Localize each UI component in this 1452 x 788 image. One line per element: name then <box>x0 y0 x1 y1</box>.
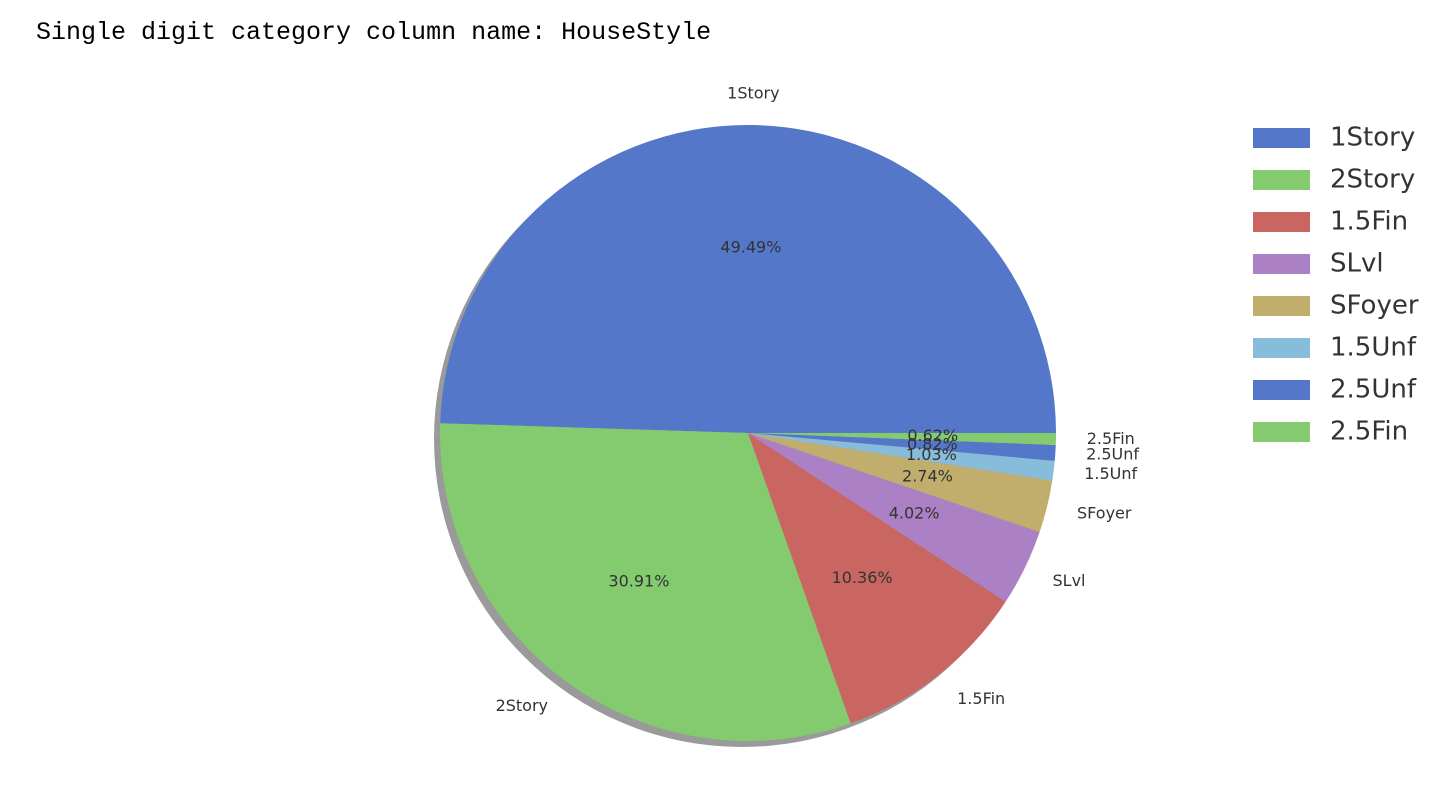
legend-entry-1story: 1Story <box>1330 123 1415 153</box>
slice-label-2-5unf: 2.5Unf <box>1086 444 1139 463</box>
percent-label-slvl: 4.02% <box>889 503 940 522</box>
slice-label-1-5fin: 1.5Fin <box>957 689 1005 708</box>
slice-label-sfoyer: SFoyer <box>1077 503 1132 522</box>
legend-entry-1-5fin: 1.5Fin <box>1330 207 1408 237</box>
legend-swatch-2story <box>1253 170 1310 190</box>
pie-slice-2-5unf <box>748 433 1056 461</box>
slice-label-1-5unf: 1.5Unf <box>1084 464 1137 483</box>
slice-label-slvl: SLvl <box>1053 571 1086 590</box>
legend-swatch-2-5fin <box>1253 422 1310 442</box>
percent-label-2-5fin: 0.62% <box>907 426 958 445</box>
pie-slice-1-5fin <box>748 433 1006 724</box>
slice-label-2-5fin: 2.5Fin <box>1087 429 1135 448</box>
legend-swatch-1story <box>1253 128 1310 148</box>
legend-swatch-1-5unf <box>1253 338 1310 358</box>
legend-entry-sfoyer: SFoyer <box>1330 291 1419 321</box>
slice-labels: 1Story 2Story 1.5Fin SLvl SFoyer 1.5Unf2.5Unf… <box>496 84 1140 715</box>
pie-slice-slvl <box>748 433 1040 602</box>
pie-slice-sfoyer <box>748 433 1053 533</box>
percent-label-1story: 49.49% <box>720 238 781 257</box>
legend-entry-2-5unf: 2.5Unf <box>1330 375 1417 405</box>
percent-label-2-5unf: 0.82% <box>907 434 958 453</box>
legend-entry-2-5fin: 2.5Fin <box>1330 417 1408 447</box>
percent-label-1-5fin: 10.36% <box>832 568 893 587</box>
pie-slice-2story <box>440 423 851 741</box>
percent-label-2story: 30.91% <box>608 572 669 591</box>
output-caption: Single digit category column name: House… <box>36 18 712 47</box>
percent-label-1-5unf: 1.03% <box>906 445 957 464</box>
legend-swatch-slvl <box>1253 254 1310 274</box>
legend-swatch-sfoyer <box>1253 296 1310 316</box>
pie-slice-1-5unf <box>748 433 1055 481</box>
legend-swatch-1-5fin <box>1253 212 1310 232</box>
legend-entry-slvl: SLvl <box>1330 249 1384 279</box>
legend-entry-2story: 2Story <box>1330 165 1415 195</box>
slice-label-2story: 2Story <box>496 696 548 715</box>
pie-slice-2-5fin <box>748 433 1056 445</box>
percent-label-sfoyer: 2.74% <box>902 467 953 486</box>
legend-swatch-2-5unf <box>1253 380 1310 400</box>
slice-label-1story: 1Story <box>727 84 779 103</box>
pie-slice-1story <box>440 124 1057 434</box>
legend: 1Story 2Story 1.5Fin SLvl SFoyer 1.5Unf 2.5Unf… <box>1253 123 1419 447</box>
percent-labels: 49.49% 30.91% 10.36% 4.02% 2.74% 1.03%0.82%0.… <box>608 238 958 591</box>
legend-entry-1-5unf: 1.5Unf <box>1330 333 1417 363</box>
pie-slices <box>440 124 1057 741</box>
